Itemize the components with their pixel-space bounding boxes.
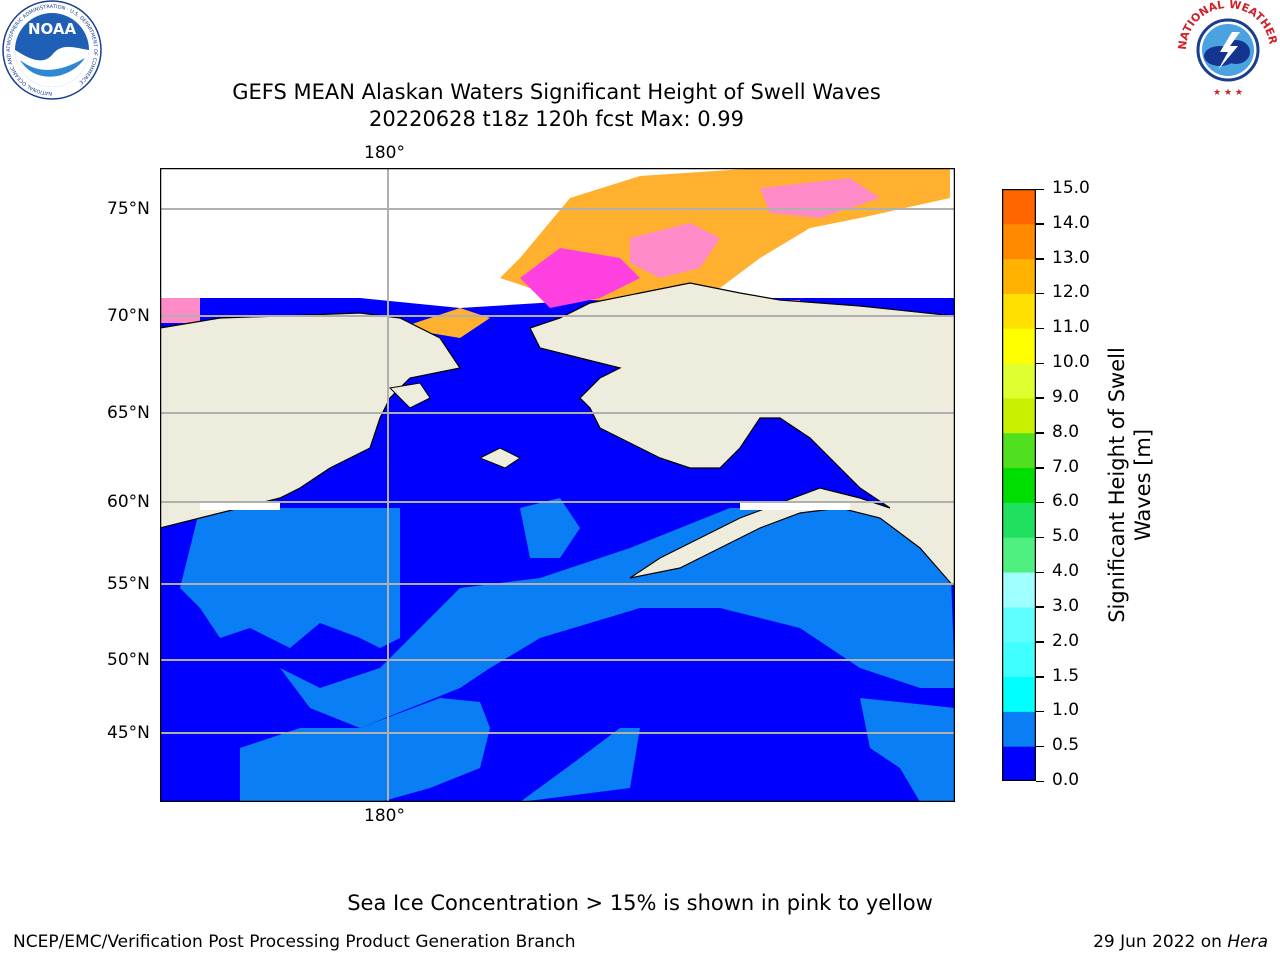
colorbar-tick-label: 11.0 <box>1052 317 1090 338</box>
lat-label: 50°N <box>107 650 150 670</box>
colorbar <box>1002 189 1036 781</box>
lon-label-top: 180° <box>364 143 405 163</box>
colorbar-segment <box>1002 363 1036 399</box>
colorbar-tick-mark <box>1036 745 1044 748</box>
colorbar-segment <box>1002 676 1036 712</box>
nws-logo-icon: NATIONAL WEATHER SERVICE ★ ★ ★ <box>1176 0 1280 98</box>
colorbar-tick-mark <box>1036 571 1044 574</box>
colorbar-tick-mark <box>1036 432 1044 434</box>
lat-label: 60°N <box>107 492 150 512</box>
lon-label-bottom: 180° <box>364 806 405 826</box>
colorbar-tick-mark <box>1036 327 1044 330</box>
colorbar-tick-label: 14.0 <box>1052 212 1090 233</box>
sea-ice-note: Sea Ice Concentration > 15% is shown in … <box>347 891 933 915</box>
chart-title: GEFS MEAN Alaskan Waters Significant Hei… <box>232 80 881 104</box>
sea-ice-pink <box>520 248 640 308</box>
colorbar-tick-label: 7.0 <box>1052 456 1080 477</box>
colorbar-tick-label: 2.0 <box>1052 630 1080 651</box>
colorbar-segment <box>1002 397 1036 434</box>
colorbar-tick-label: 1.0 <box>1052 700 1080 721</box>
graticule <box>160 168 955 802</box>
noaa-logo-icon: NOAA NATIONAL OCEANIC AND ATMOSPHERIC AD… <box>2 0 102 100</box>
colorbar-tick-label: 3.0 <box>1052 595 1080 616</box>
colorbar-tick-mark <box>1036 676 1044 678</box>
colorbar-segment <box>1002 189 1036 225</box>
colorbar-segment <box>1002 328 1036 364</box>
colorbar-tick-label: 13.0 <box>1052 247 1090 268</box>
colorbar-tick-mark <box>1036 223 1044 225</box>
colorbar-tick-mark <box>1036 710 1044 713</box>
ocean-band-0.5-1.0-west <box>180 508 400 648</box>
lat-label: 65°N <box>107 403 150 423</box>
colorbar-tick-label: 12.0 <box>1052 282 1090 303</box>
colorbar-tick-label: 15.0 <box>1052 178 1090 198</box>
colorbar-tick-label: 4.0 <box>1052 561 1080 582</box>
colorbar-tick-mark <box>1036 501 1044 504</box>
swell-height-map <box>160 168 955 802</box>
colorbar-tick-label: 6.0 <box>1052 491 1080 512</box>
noaa-logo-text: NOAA <box>28 20 77 38</box>
colorbar-tick-label: 8.0 <box>1052 421 1080 442</box>
colorbar-tick-mark <box>1036 536 1044 539</box>
colorbar-tick-mark <box>1036 188 1044 190</box>
ocean-band-0.5-1.0-east <box>280 508 955 728</box>
colorbar-tick-label: 10.0 <box>1052 352 1090 373</box>
colorbar-segment <box>1002 432 1036 469</box>
svg-text:★ ★ ★: ★ ★ ★ <box>1213 88 1243 98</box>
lat-label: 70°N <box>107 306 150 326</box>
colorbar-tick-label: 9.0 <box>1052 386 1080 407</box>
colorbar-tick-mark <box>1036 780 1044 782</box>
colorbar-segment <box>1002 606 1036 643</box>
colorbar-tick-label: 5.0 <box>1052 526 1080 547</box>
colorbar-segment <box>1002 572 1036 608</box>
land-alaska <box>529 282 955 589</box>
lat-label: 55°N <box>107 574 150 594</box>
ocean-band-0.5-1.0-south <box>240 698 490 802</box>
colorbar-tick-label: 0.0 <box>1052 770 1080 790</box>
colorbar-segment <box>1002 258 1036 294</box>
colorbar-tick-label: 1.5 <box>1052 665 1080 686</box>
colorbar-tick-mark <box>1036 606 1044 608</box>
colorbar-tick-mark <box>1036 641 1044 643</box>
lat-label: 45°N <box>107 723 150 743</box>
colorbar-segment <box>1002 641 1036 678</box>
colorbar-segment <box>1002 223 1036 260</box>
host-name: Hera <box>1227 932 1268 952</box>
chart-subtitle: 20220628 t18z 120h fcst Max: 0.99 <box>369 107 744 131</box>
colorbar-segment <box>1002 711 1036 747</box>
colorbar-tick-mark <box>1036 292 1044 295</box>
colorbar-segment <box>1002 537 1036 573</box>
colorbar-segment <box>1002 746 1036 781</box>
colorbar-tick-label: 0.5 <box>1052 735 1080 756</box>
colorbar-tick-mark <box>1036 258 1044 260</box>
credit-text: NCEP/EMC/Verification Post Processing Pr… <box>13 932 576 952</box>
colorbar-segment <box>1002 502 1036 538</box>
date-text: 29 Jun 2022 on Hera <box>1093 932 1268 952</box>
colorbar-tick-mark <box>1036 362 1044 365</box>
colorbar-tick-mark <box>1036 467 1044 469</box>
colorbar-segment <box>1002 467 1036 503</box>
lat-label: 75°N <box>107 199 150 219</box>
colorbar-tick-mark <box>1036 397 1044 399</box>
colorbar-segment <box>1002 293 1036 329</box>
